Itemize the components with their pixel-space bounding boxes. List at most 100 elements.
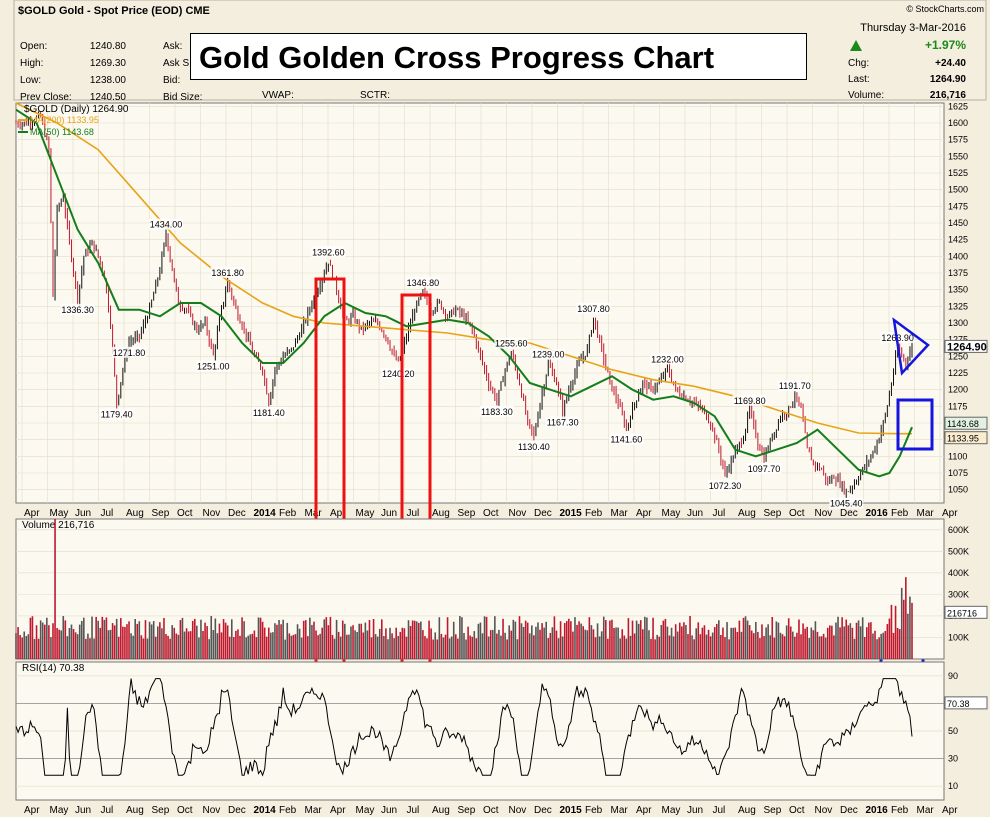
- annotation-bg: [149, 218, 184, 230]
- x-tick-label: Feb: [891, 805, 909, 816]
- x-tick-label: Oct: [177, 508, 193, 519]
- x-tick-label: Dec: [534, 805, 552, 816]
- annotation-label: 1346.80: [407, 278, 440, 288]
- annotation-label: 1232.00: [651, 354, 684, 364]
- volume-legend: Volume 216,716: [22, 520, 95, 531]
- y-tick-label: 50: [948, 726, 958, 736]
- annotation-label: 1179.40: [101, 409, 133, 419]
- x-tick-label: Oct: [789, 805, 805, 816]
- x-tick-label: Jul: [407, 805, 420, 816]
- y-tick-label: 300K: [948, 589, 969, 599]
- x-tick-label: Dec: [228, 508, 246, 519]
- annotation-bg: [531, 348, 566, 360]
- x-tick-label: Apr: [636, 805, 652, 816]
- y-tick-label: 1250: [948, 351, 968, 361]
- annotation-bg: [251, 407, 286, 419]
- annotation-bg: [747, 462, 782, 474]
- x-tick-label: 2015: [560, 805, 583, 816]
- x-tick-label: May: [662, 805, 681, 816]
- annotation-bg: [60, 303, 95, 315]
- y-tick-label: 1400: [948, 251, 968, 261]
- x-tick-label: Apr: [24, 508, 40, 519]
- x-tick-label: Nov: [815, 805, 833, 816]
- y-tick-label: 1475: [948, 201, 968, 211]
- x-tick-label: Apr: [636, 508, 652, 519]
- x-tick-label: Mar: [305, 805, 323, 816]
- x-tick-label: Feb: [891, 508, 909, 519]
- y-tick-label: 1175: [948, 401, 967, 411]
- last-value-tag: [944, 696, 988, 710]
- x-tick-label: Oct: [483, 805, 499, 816]
- x-tick-label: 2016: [866, 805, 889, 816]
- vwap-label: VWAP:: [262, 90, 294, 101]
- annotation-label: 1361.80: [211, 268, 244, 278]
- last-value-tag: [944, 416, 988, 430]
- y-tick-label: 1425: [948, 235, 968, 245]
- x-tick-label: Jun: [381, 805, 397, 816]
- x-tick-label: Apr: [942, 508, 958, 519]
- quote-value: 216,716: [930, 90, 967, 101]
- quote-label: Ask S: [163, 58, 189, 69]
- x-tick-label: Nov: [509, 508, 527, 519]
- quote-value: 1238.00: [90, 75, 127, 86]
- y-tick-label: 1300: [948, 318, 968, 328]
- last-value-text: 1133.95: [947, 434, 979, 444]
- x-tick-label: Nov: [815, 508, 833, 519]
- x-tick-label: Nov: [509, 805, 527, 816]
- y-tick-label: 1525: [948, 168, 968, 178]
- y-tick-label: 1450: [948, 218, 968, 228]
- annotation-label: 1392.60: [312, 247, 345, 257]
- annotation-label: 1336.30: [61, 305, 94, 315]
- annotation-bg: [405, 276, 440, 288]
- quote-label: Volume:: [848, 90, 884, 101]
- x-tick-label: Mar: [917, 805, 935, 816]
- y-tick-label: 1050: [948, 485, 968, 495]
- y-tick-label: 1550: [948, 151, 968, 161]
- annotation-label: 1141.60: [610, 435, 642, 445]
- quote-value: 1240.80: [90, 41, 127, 52]
- annotation-bg: [311, 246, 346, 258]
- highlight-blue-triangle: [892, 317, 930, 376]
- last-value-text: 1143.68: [947, 419, 979, 429]
- annotation-bg: [112, 346, 147, 358]
- y-tick-label: 10: [948, 781, 958, 791]
- annotation-label: 1183.30: [481, 407, 513, 417]
- annotation-bg: [516, 441, 551, 453]
- annotation-label: 1181.40: [253, 408, 285, 418]
- ticker-line: $GOLD Gold - Spot Price (EOD) CME: [18, 5, 210, 17]
- annotation-label: 1191.70: [779, 381, 811, 391]
- annotation-bg: [381, 367, 416, 379]
- annotation-label: 1072.30: [709, 481, 742, 491]
- annotation-label: 1240.20: [382, 369, 415, 379]
- y-tick-label: 1275: [948, 335, 968, 345]
- x-tick-label: Jun: [687, 805, 703, 816]
- chart-title: Gold Golden Cross Progress Chart: [190, 33, 807, 80]
- x-tick-label: 2015: [560, 508, 583, 519]
- x-tick-label: May: [356, 805, 375, 816]
- sctr-label: SCTR:: [360, 90, 390, 101]
- y-tick-label: 1325: [948, 301, 968, 311]
- annotation-label: 1167.30: [547, 417, 579, 427]
- x-tick-label: 2014: [254, 508, 277, 519]
- x-tick-label: May: [356, 508, 375, 519]
- x-tick-label: Dec: [840, 805, 858, 816]
- last-value-text: 70.38: [947, 699, 970, 709]
- last-value-tag: [944, 339, 988, 353]
- x-tick-label: Mar: [611, 805, 629, 816]
- annotation-bg: [777, 380, 812, 392]
- annotation-bg: [99, 408, 134, 420]
- rsi-line: [15, 678, 913, 777]
- quote-label: Chg:: [848, 58, 869, 69]
- header: $GOLD Gold - Spot Price (EOD) CME © Stock…: [13, 0, 987, 103]
- y-tick-label: 1350: [948, 285, 968, 295]
- quote-label: Open:: [20, 41, 47, 52]
- x-tick-label: Apr: [330, 805, 346, 816]
- x-tick-label: Oct: [789, 508, 805, 519]
- y-tick-label: 500K: [948, 546, 969, 556]
- quote-date: Thursday 3-Mar-2016: [860, 22, 966, 34]
- y-tick-label: 1500: [948, 185, 968, 195]
- annotation-bg: [829, 497, 864, 509]
- y-tick-label: 100K: [948, 632, 969, 642]
